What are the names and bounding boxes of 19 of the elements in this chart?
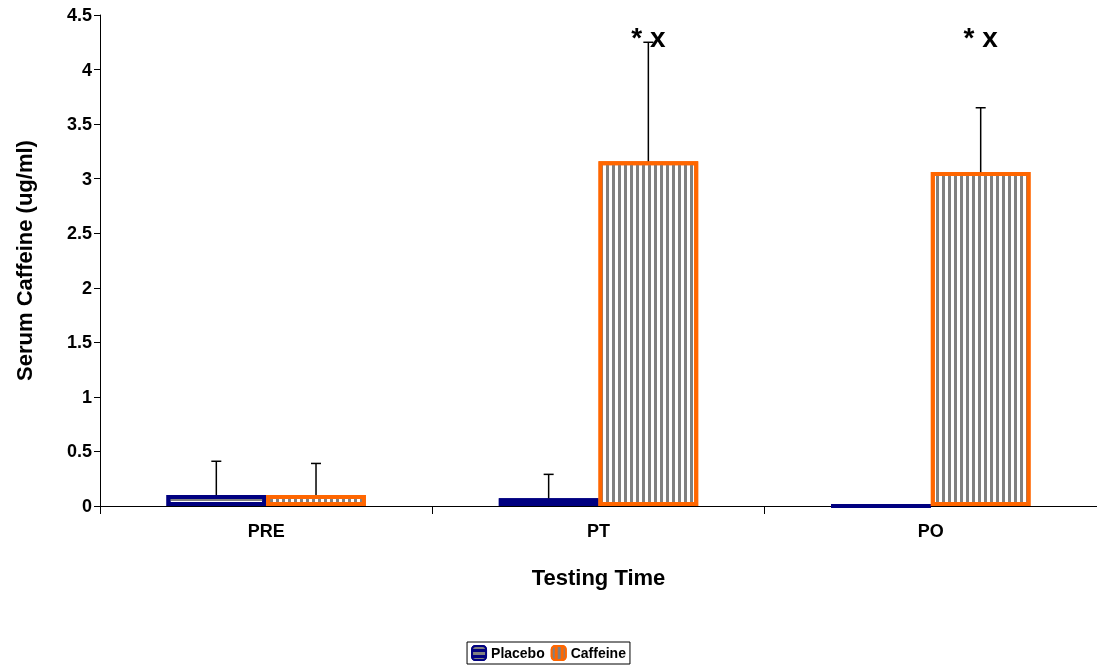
annotation: * x <box>963 21 999 53</box>
y-tick-label: 1.5 <box>66 332 92 353</box>
y-tick-label: 4 <box>81 59 92 80</box>
x-axis-title: Testing Time <box>531 564 666 590</box>
y-tick-label: 3 <box>81 168 92 189</box>
y-tick-label: 2.5 <box>66 223 92 244</box>
annotation: * x <box>631 21 666 53</box>
x-tick-label: PT <box>586 521 611 541</box>
y-tick-label: 2 <box>81 277 92 298</box>
y-tick-label: 0.5 <box>66 441 92 462</box>
x-tick-label: PRE <box>247 521 285 541</box>
y-tick-label: 1 <box>81 386 92 407</box>
legend-label: Placebo <box>491 645 545 661</box>
y-tick-label: 4.5 <box>66 5 92 25</box>
x-tick-label: PO <box>917 521 944 541</box>
y-axis-title: Serum Caffeine (ug/ml) <box>11 140 37 381</box>
y-tick-label: 0 <box>81 496 92 516</box>
y-tick-label: 3.5 <box>66 114 92 135</box>
legend-label: Caffeine <box>570 645 627 661</box>
